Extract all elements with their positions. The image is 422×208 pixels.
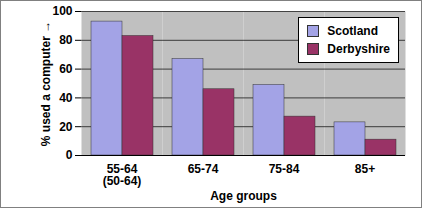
svg-text:100: 100 [52,4,72,18]
svg-text:60: 60 [59,62,73,76]
svg-text:Age groups: Age groups [210,189,277,203]
svg-text:20: 20 [59,120,73,134]
html-text:Scotland: Scotland [327,24,378,38]
svg-text:85+: 85+ [355,162,375,176]
svg-text:55-64(50-64): 55-64(50-64) [103,162,142,188]
html-text:Derbyshire: Derbyshire [327,42,390,56]
svg-text:65-74: 65-74 [188,162,219,176]
svg-text:40: 40 [59,91,73,105]
svg-text:% used a computer →: % used a computer → [39,21,53,146]
svg-text:75-84: 75-84 [269,162,300,176]
svg-text:0: 0 [66,148,73,162]
svg-text:80: 80 [59,33,73,47]
